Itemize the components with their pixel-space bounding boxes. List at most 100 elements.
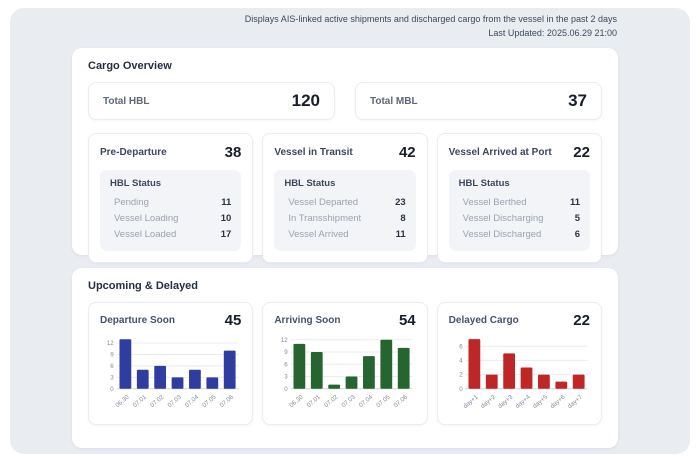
status-row-vessel-loaded: Vessel Loaded 17 (110, 226, 231, 242)
status-row-label: Vessel Loading (114, 212, 179, 224)
hbl-status-heading: HBL Status (458, 178, 510, 189)
svg-text:12: 12 (107, 340, 114, 347)
svg-text:0: 0 (285, 386, 289, 393)
hbl-status-panel: HBL Status Vessel Departed 23 In Transsh… (274, 170, 416, 251)
status-row-label: Vessel Departed (288, 196, 359, 208)
total-hbl-label: Total HBL (103, 95, 150, 107)
last-updated: Last Updated: 2025.06.29 21:00 (488, 27, 617, 38)
svg-text:9: 9 (285, 349, 289, 356)
status-row-value: 11 (221, 196, 232, 208)
status-row-label: Vessel Discharging (462, 212, 544, 224)
chart-card-header: Delayed Cargo 22 (449, 312, 590, 329)
svg-text:06.30: 06.30 (289, 393, 306, 409)
status-row-label: Vessel Loaded (114, 228, 177, 240)
svg-text:07.06: 07.06 (393, 393, 410, 409)
status-row-label: Vessel Arrived (288, 228, 349, 240)
status-card-header: Vessel in Transit 42 (274, 144, 415, 161)
svg-text:6: 6 (459, 343, 463, 350)
svg-text:day+2: day+2 (479, 393, 497, 410)
svg-text:07.04: 07.04 (184, 393, 201, 409)
delayed-cargo-bar-chart: 0 2 4 6 day+1 day+2 day+3 day+4 day+5 day+6 day+7 (449, 332, 590, 420)
svg-text:day+3: day+3 (496, 393, 514, 410)
total-mbl-card: Total MBL 37 (355, 82, 602, 120)
svg-text:07.05: 07.05 (376, 393, 393, 409)
status-row-value: 10 (220, 212, 232, 224)
status-card-pre-departure: Pre-Departure 38 HBL Status Pending 11 V… (88, 133, 254, 263)
svg-text:6: 6 (285, 361, 289, 368)
status-card-header: Vessel Arrived at Port 22 (449, 144, 590, 161)
svg-text:2: 2 (459, 372, 463, 379)
status-row-value: 5 (574, 212, 580, 224)
departure-soon-bar-chart: 0 3 6 9 12 06.30 07.01 07.02 07.03 07.04 07.05 07.0… (100, 332, 241, 420)
upcoming-delayed-title: Upcoming & Delayed (88, 280, 199, 292)
status-card-header: Pre-Departure 38 (100, 144, 241, 161)
info-note-line1: Displays AIS-linked active shipments and… (244, 14, 617, 24)
chart-title: Delayed Cargo (448, 315, 519, 326)
svg-text:07.03: 07.03 (341, 393, 358, 409)
status-row-label: Vessel Berthed (462, 196, 527, 208)
chart-title: Arriving Soon (274, 315, 341, 326)
hbl-status-heading: HBL Status (284, 178, 336, 189)
chart-card-delayed-cargo: Delayed Cargo 22 0 2 4 6 day+1 day+2 day+3 day+… (436, 302, 602, 425)
chart-card-header: Departure Soon 45 (100, 312, 241, 329)
status-row-vessel-departed: Vessel Departed 23 (284, 194, 405, 210)
svg-text:0: 0 (110, 386, 114, 393)
status-row-in-transshipment: In Transshipment 8 (284, 210, 405, 226)
chart-total: 22 (573, 312, 590, 329)
svg-text:9: 9 (110, 352, 114, 359)
svg-text:0: 0 (459, 386, 463, 393)
status-row-vessel-arrived: Vessel Arrived 11 (284, 226, 405, 242)
chart-card-departure-soon: Departure Soon 45 0 3 6 9 12 06.30 07.01 07.02 0… (88, 302, 254, 425)
status-row-value: 6 (574, 228, 580, 240)
svg-text:06.30: 06.30 (114, 393, 131, 409)
status-cards-row: Pre-Departure 38 HBL Status Pending 11 V… (88, 133, 602, 263)
svg-text:6: 6 (110, 363, 114, 370)
svg-text:day+5: day+5 (531, 393, 549, 410)
status-card-count: 42 (398, 144, 416, 161)
svg-text:3: 3 (110, 374, 114, 381)
status-row-vessel-discharged: Vessel Discharged 6 (459, 226, 580, 242)
svg-text:3: 3 (285, 374, 289, 381)
hbl-status-heading: HBL Status (110, 178, 162, 189)
svg-text:07.01: 07.01 (306, 393, 323, 409)
status-row-label: Vessel Discharged (462, 228, 542, 240)
svg-text:07.06: 07.06 (219, 393, 236, 409)
status-card-count: 38 (224, 144, 242, 161)
status-row-value: 11 (395, 228, 406, 240)
svg-text:12: 12 (281, 337, 288, 344)
status-row-label: Pending (114, 196, 149, 208)
cargo-overview-card: Cargo Overview Total HBL 120 Total MBL 3… (72, 48, 618, 263)
status-row-label: In Transshipment (288, 212, 362, 224)
total-mbl-value: 37 (568, 91, 587, 110)
total-hbl-value: 120 (291, 91, 320, 110)
dashboard-panel: Displays AIS-linked active shipments and… (10, 8, 690, 454)
status-card-vessel-in-transit: Vessel in Transit 42 HBL Status Vessel D… (262, 133, 428, 263)
status-row-vessel-berthed: Vessel Berthed 11 (459, 194, 580, 210)
totals-row: Total HBL 120 Total MBL 37 (88, 82, 602, 120)
total-mbl-label: Total MBL (370, 95, 418, 107)
status-card-title: Vessel Arrived at Port (448, 147, 552, 158)
status-row-value: 17 (220, 228, 232, 240)
status-card-count: 22 (573, 144, 590, 161)
arriving-soon-bar-chart: 0 3 6 9 12 06.30 07.01 07.02 07.03 07.04 07.05 07.0… (274, 332, 415, 420)
svg-text:day+7: day+7 (566, 393, 584, 410)
svg-text:day+6: day+6 (549, 393, 567, 410)
upcoming-delayed-card: Upcoming & Delayed Departure Soon 45 0 3 6… (72, 268, 618, 448)
chart-cards-row: Departure Soon 45 0 3 6 9 12 06.30 07.01 07.02 0… (88, 302, 602, 425)
svg-text:4: 4 (459, 358, 463, 365)
status-row-vessel-discharging: Vessel Discharging 5 (459, 210, 580, 226)
chart-title: Departure Soon (100, 315, 176, 326)
status-row-vessel-loading: Vessel Loading 10 (110, 210, 231, 226)
status-row-value: 11 (569, 196, 580, 208)
status-card-title: Vessel in Transit (274, 147, 353, 158)
svg-text:07.01: 07.01 (132, 393, 149, 409)
cargo-overview-title: Cargo Overview (88, 60, 172, 72)
status-row-value: 23 (395, 196, 406, 208)
info-note: Displays AIS-linked active shipments and… (245, 13, 617, 41)
hbl-status-panel: HBL Status Vessel Berthed 11 Vessel Disc… (448, 170, 590, 251)
chart-total: 45 (224, 312, 242, 329)
svg-text:day+1: day+1 (462, 393, 480, 410)
svg-text:07.05: 07.05 (201, 393, 218, 409)
chart-card-arriving-soon: Arriving Soon 54 0 3 6 9 12 06.30 07.01 07.02 07… (262, 302, 428, 425)
status-card-title: Pre-Departure (100, 147, 167, 158)
